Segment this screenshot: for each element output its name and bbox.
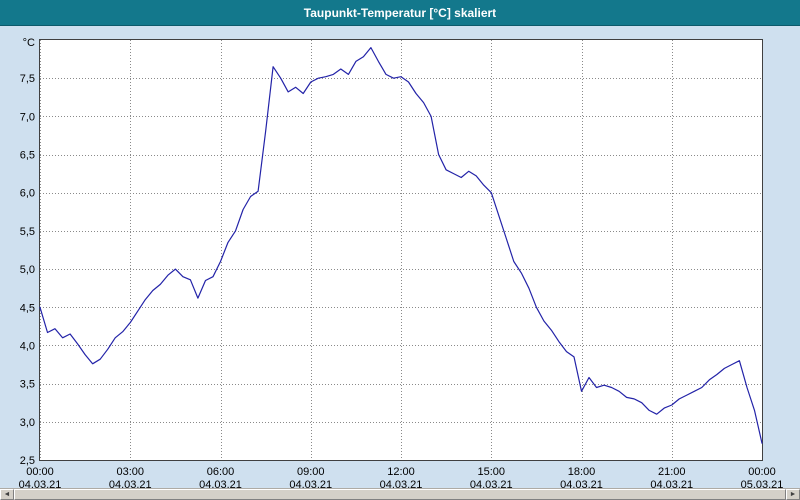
x-tick-time-label: 09:00 <box>297 466 325 478</box>
x-tick-date-label: 04.03.21 <box>650 479 693 488</box>
y-tick-label: 4,5 <box>20 302 35 314</box>
x-tick-time-label: 00:00 <box>748 466 776 478</box>
y-tick-label: 4,0 <box>20 340 35 352</box>
x-tick-time-label: 00:00 <box>26 466 54 478</box>
title-bar: Taupunkt-Temperatur [°C] skaliert <box>0 0 800 26</box>
y-tick-label: 7,5 <box>20 73 35 85</box>
y-tick-label: 2,5 <box>20 455 35 467</box>
horizontal-scrollbar[interactable]: ◄ ► <box>0 488 800 500</box>
y-tick-label: 7,0 <box>20 111 35 123</box>
x-tick-date-label: 04.03.21 <box>560 479 603 488</box>
chart-area: 2,5 3,0 3,5 4,0 4,5 5,0 5,5 6,0 6,5 7,0 7,5 00:00 04… <box>0 26 800 491</box>
scrollbar-left-arrow-icon[interactable]: ◄ <box>0 489 14 500</box>
y-tick-label: 3,5 <box>20 379 35 391</box>
x-tick-time-label: 15:00 <box>477 466 505 478</box>
x-tick-time-label: 03:00 <box>116 466 144 478</box>
x-tick-date-label: 04.03.21 <box>199 479 242 488</box>
x-tick-date-label: 04.03.21 <box>380 479 423 488</box>
x-tick-time-label: 12:00 <box>387 466 415 478</box>
x-tick-date-label: 04.03.21 <box>19 479 62 488</box>
y-tick-label: 5,5 <box>20 226 35 238</box>
x-tick-time-label: 18:00 <box>568 466 596 478</box>
dew-point-series-line <box>39 47 763 444</box>
x-tick-date-label: 04.03.21 <box>109 479 152 488</box>
x-tick-time-label: 21:00 <box>658 466 686 478</box>
y-tick-label: 6,0 <box>20 188 35 200</box>
dew-point-line-chart: 2,53,03,54,04,55,05,56,06,57,07,500:0004… <box>19 37 784 491</box>
chart-title: Taupunkt-Temperatur [°C] skaliert <box>303 5 497 20</box>
scrollbar-thumb[interactable] <box>14 489 786 500</box>
y-tick-label: 5,0 <box>20 264 35 276</box>
scrollbar-right-arrow-icon[interactable]: ► <box>786 489 800 500</box>
y-axis-unit-label: °C <box>23 37 35 49</box>
x-tick-date-label: 05.03.21 <box>741 479 784 488</box>
x-tick-date-label: 04.03.21 <box>470 479 513 488</box>
y-tick-label: 6,5 <box>20 150 35 162</box>
plot-border <box>39 39 763 461</box>
x-tick-date-label: 04.03.21 <box>289 479 332 488</box>
x-tick-time-label: 06:00 <box>207 466 235 478</box>
y-tick-label: 3,0 <box>20 417 35 429</box>
